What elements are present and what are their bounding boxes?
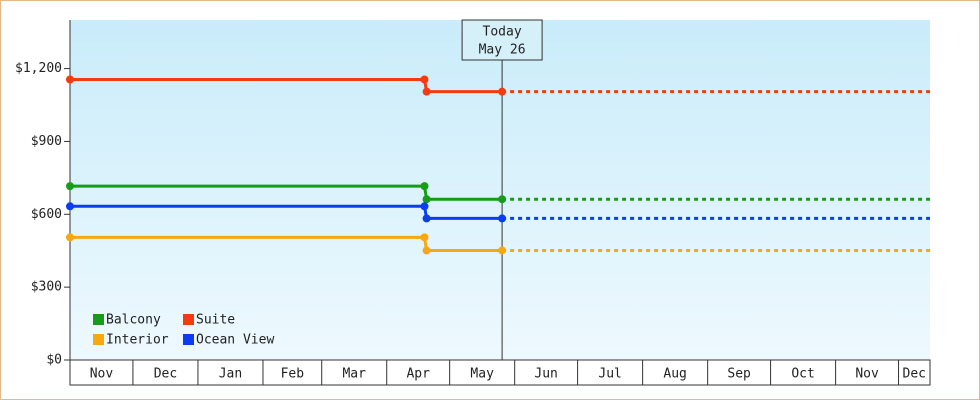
x-tick-label: May — [470, 367, 494, 382]
point — [422, 214, 431, 223]
x-tick-label: Nov — [855, 367, 879, 382]
point — [66, 202, 74, 211]
point — [420, 233, 429, 242]
legend-label: Balcony — [106, 313, 161, 328]
point — [498, 214, 507, 223]
point — [498, 87, 507, 96]
y-tick-label: $300 — [31, 280, 62, 295]
legend-label: Suite — [196, 313, 235, 328]
point — [422, 87, 431, 96]
y-tick-label: $900 — [31, 134, 62, 149]
x-tick-label: Jan — [219, 367, 242, 382]
today-box — [461, 19, 543, 61]
x-tick-label: Sep — [727, 367, 751, 382]
legend-label: Interior — [106, 333, 169, 348]
y-tick-label: $1,200 — [15, 61, 62, 76]
y-tick-label: $0 — [46, 353, 62, 368]
legend-swatch — [183, 314, 194, 325]
series-line — [70, 204, 503, 220]
legend-label: Ocean View — [196, 333, 274, 348]
legend-swatch — [93, 314, 104, 325]
today-label: Today — [483, 25, 522, 40]
x-tick-label: Jul — [598, 367, 621, 382]
point — [66, 75, 74, 84]
point — [420, 202, 429, 211]
x-tick-label: Jun — [534, 367, 557, 382]
point — [420, 182, 429, 191]
point — [422, 195, 431, 204]
x-tick-label: Nov — [90, 367, 114, 382]
series-line — [70, 78, 503, 94]
point — [66, 182, 74, 191]
point — [498, 195, 507, 204]
series-line — [70, 235, 503, 252]
x-tick-label: Dec — [903, 367, 926, 382]
legend-swatch — [93, 334, 104, 345]
x-tick-label: Oct — [791, 367, 814, 382]
today-label: May 26 — [479, 43, 526, 58]
legend-swatch — [183, 334, 194, 345]
y-tick-label: $600 — [31, 207, 62, 222]
point — [420, 75, 429, 84]
point — [422, 246, 431, 255]
x-tick-label: Apr — [406, 367, 430, 382]
x-tick-label: Feb — [281, 367, 305, 382]
series-line — [70, 184, 503, 201]
plot-area — [70, 20, 930, 360]
x-tick-label: Dec — [154, 367, 177, 382]
point — [66, 233, 74, 242]
x-tick-label: Mar — [342, 367, 366, 382]
point — [498, 246, 507, 255]
x-tick-label: Aug — [663, 367, 686, 382]
